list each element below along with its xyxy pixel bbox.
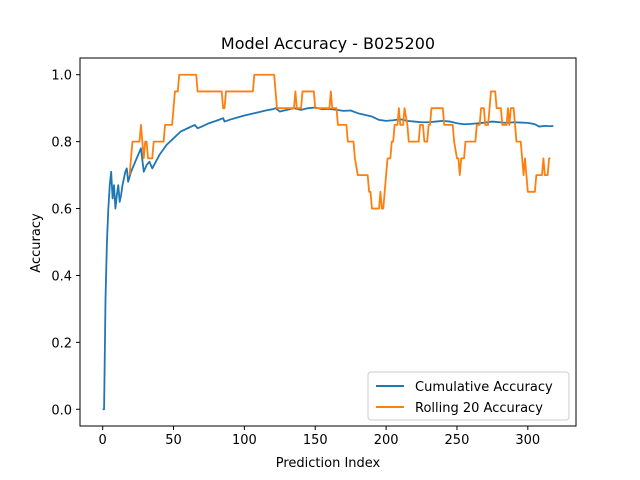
- y-axis-label: Accuracy: [29, 213, 44, 273]
- axes-frame: [79, 57, 577, 427]
- series-layer: [102, 73, 554, 411]
- x-ticks: 0 50 100 150 200 250 300: [99, 426, 540, 448]
- legend-box: [367, 371, 570, 421]
- y-tick-label: 0.8: [51, 136, 72, 151]
- legend-label-rolling: Rolling 20 Accuracy: [415, 401, 543, 416]
- legend: Cumulative Accuracy Rolling 20 Accuracy: [367, 371, 570, 421]
- y-tick-label: 0.4: [51, 269, 72, 284]
- x-tick-label: 100: [232, 433, 257, 448]
- legend-label-cumulative: Cumulative Accuracy: [415, 380, 553, 395]
- y-tick-label: 1.0: [51, 69, 72, 84]
- x-tick-label: 200: [374, 433, 399, 448]
- series-line-cumulative-accuracy: [102, 106, 554, 411]
- x-tick-label: 0: [99, 433, 107, 448]
- x-tick-label: 50: [165, 433, 182, 448]
- y-ticks: 0.0 0.2 0.4 0.6 0.8 1.0: [51, 69, 80, 418]
- x-tick-label: 150: [303, 433, 328, 448]
- x-tick-label: 300: [515, 433, 540, 448]
- x-tick-label: 250: [445, 433, 470, 448]
- chart-title: Model Accuracy - B025200: [221, 34, 435, 53]
- y-tick-label: 0.6: [51, 203, 72, 218]
- y-tick-label: 0.2: [51, 336, 72, 351]
- x-axis-label: Prediction Index: [276, 456, 381, 471]
- series-line-rolling-accuracy: [128, 73, 551, 210]
- plot-area: 0 50 100 150 200 250 300 0.0 0.2 0.4 0.6 0.8 1.0: [51, 57, 577, 448]
- y-tick-label: 0.0: [51, 403, 72, 418]
